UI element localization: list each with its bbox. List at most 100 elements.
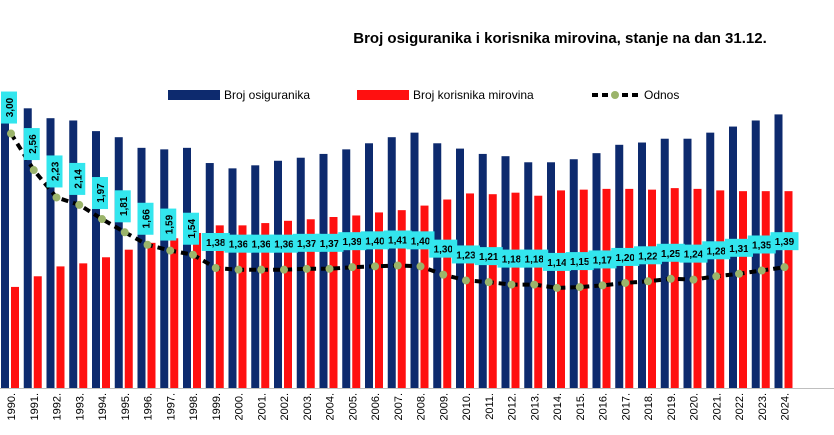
bar-korisnika	[648, 189, 656, 388]
marker-odnos	[462, 276, 470, 285]
data-label-text: 2,14	[73, 169, 84, 189]
bar-osiguranika	[228, 168, 237, 388]
x-tick-label: 2018.	[643, 393, 655, 421]
legend-label-korisnika: Broj korisnika mirovina	[413, 88, 534, 102]
data-label-text: 1,40	[411, 236, 431, 247]
x-tick-label: 2015.	[575, 393, 587, 421]
data-label-text: 1,30	[434, 245, 454, 256]
bar-korisnika	[193, 232, 201, 388]
bar-osiguranika	[547, 162, 555, 388]
data-label-box	[383, 230, 412, 249]
x-tick-label: 2000.	[234, 393, 246, 421]
data-label-odnos: 1,24	[679, 244, 708, 263]
bar-korisnika	[11, 286, 19, 388]
x-tick-label: 2017.	[620, 393, 632, 421]
bar-osiguranika	[638, 142, 646, 388]
bar-korisnika	[488, 194, 497, 388]
bar-osiguranika	[137, 147, 146, 388]
x-tick-label: 2003.	[302, 393, 314, 421]
data-label-box	[201, 233, 230, 251]
marker-odnos	[439, 270, 448, 279]
bar-korisnika	[102, 257, 110, 388]
marker-odnos	[98, 215, 106, 224]
marker-odnos	[234, 265, 243, 274]
data-label-text: 1,59	[164, 214, 175, 234]
data-label-box	[292, 233, 321, 252]
bar-korisnika	[739, 191, 747, 388]
bar-osiguranika	[660, 138, 669, 388]
bar-korisnika	[124, 249, 133, 388]
data-label-text: 1,37	[320, 239, 340, 250]
legend-item-odnos: Odnos	[590, 88, 679, 102]
data-label-box	[452, 245, 480, 264]
bar-osiguranika	[706, 132, 715, 388]
bar-osiguranika	[114, 137, 123, 388]
data-label-text: 1,31	[729, 244, 749, 255]
data-label-odnos: 1,36	[224, 234, 253, 253]
legend-item-osiguranika: Broj osiguranika	[168, 88, 310, 102]
bar-korisnika	[761, 191, 770, 388]
marker-odnos	[371, 262, 379, 271]
bar-korisnika	[352, 215, 361, 388]
data-label-text: 1,36	[229, 240, 249, 251]
data-label-box	[69, 162, 86, 195]
bar-korisnika	[33, 276, 42, 388]
data-label-odnos: 1,18	[497, 249, 526, 268]
bar-korisnika	[625, 188, 634, 388]
legend-label-osiguranika: Broj osiguranika	[224, 88, 311, 102]
data-label-box	[114, 190, 131, 223]
marker-odnos	[598, 281, 607, 290]
bar-osiguranika	[410, 132, 419, 388]
bar-osiguranika	[69, 120, 78, 388]
data-label-text: 1,25	[661, 249, 681, 260]
bar-osiguranika	[615, 144, 624, 388]
x-tick-label: 2005.	[347, 393, 359, 421]
data-label-box	[679, 244, 708, 263]
bar-korisnika	[147, 242, 156, 388]
x-tick-label: 1997.	[165, 393, 177, 421]
marker-odnos	[666, 274, 675, 283]
data-label-odnos: 1,20	[611, 247, 640, 266]
data-label-odnos: 3,00	[1, 91, 17, 124]
data-label-box	[543, 252, 571, 271]
bar-korisnika	[215, 225, 224, 388]
marker-odnos	[507, 280, 516, 289]
x-tick-label: 1992.	[52, 393, 64, 421]
data-label-box	[747, 235, 776, 254]
bar-osiguranika	[592, 153, 601, 388]
data-label-text: 3,00	[5, 97, 16, 117]
bar-korisnika	[511, 192, 520, 388]
data-label-text: 1,40	[365, 236, 385, 247]
data-label-odnos: 1,54	[183, 212, 199, 245]
bar-korisnika	[284, 220, 292, 388]
bar-osiguranika	[274, 160, 282, 388]
x-tick-label: 1990.	[6, 393, 18, 421]
data-label-odnos: 1,31	[725, 238, 753, 257]
bar-korisnika	[170, 238, 179, 388]
bar-korisnika	[238, 225, 247, 388]
data-label-odnos: 1,39	[770, 232, 799, 251]
marker-odnos	[689, 275, 698, 284]
data-label-odnos: 2,14	[69, 162, 86, 195]
data-label-box	[429, 239, 458, 258]
bar-osiguranika	[774, 114, 783, 389]
data-label-box	[137, 202, 154, 235]
bar-korisnika	[784, 191, 793, 388]
data-label-odnos: 1,40	[406, 231, 435, 250]
data-label-text: 1,21	[479, 252, 499, 263]
data-label-text: 2,23	[51, 161, 62, 181]
data-label-text: 1,37	[297, 239, 317, 250]
data-label-text: 1,39	[343, 237, 363, 248]
marker-odnos	[553, 283, 561, 292]
data-label-odnos: 1,66	[137, 202, 154, 235]
bar-osiguranika	[92, 131, 100, 388]
marker-odnos	[166, 246, 175, 255]
bar-korisnika	[716, 190, 725, 388]
x-tick-label: 2023.	[757, 393, 769, 421]
data-label-box	[634, 246, 662, 265]
data-label-odnos: 1,18	[520, 249, 549, 268]
legend-label-odnos: Odnos	[644, 88, 680, 102]
data-label-box	[565, 252, 594, 271]
legend-item-korisnika: Broj korisnika mirovina	[357, 88, 534, 102]
marker-odnos	[575, 283, 584, 292]
